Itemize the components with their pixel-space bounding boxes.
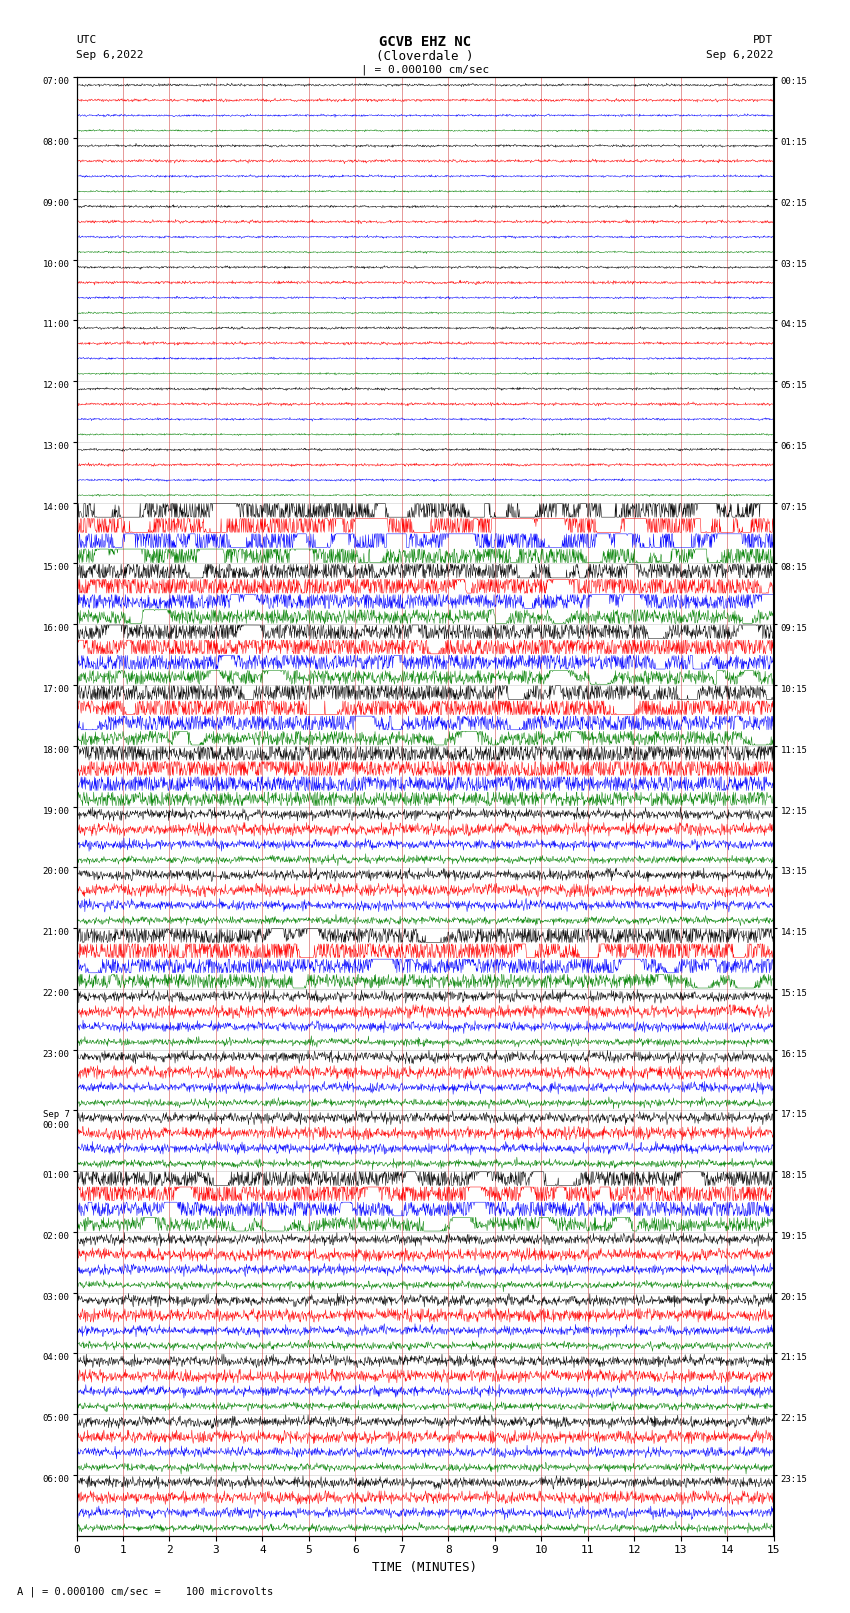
Text: UTC: UTC — [76, 35, 97, 45]
Text: | = 0.000100 cm/sec: | = 0.000100 cm/sec — [361, 65, 489, 76]
Text: A | = 0.000100 cm/sec =    100 microvolts: A | = 0.000100 cm/sec = 100 microvolts — [17, 1586, 273, 1597]
Text: PDT: PDT — [753, 35, 774, 45]
Text: GCVB EHZ NC: GCVB EHZ NC — [379, 35, 471, 50]
Text: Sep 6,2022: Sep 6,2022 — [706, 50, 774, 60]
Text: (Cloverdale ): (Cloverdale ) — [377, 50, 473, 63]
X-axis label: TIME (MINUTES): TIME (MINUTES) — [372, 1561, 478, 1574]
Text: Sep 6,2022: Sep 6,2022 — [76, 50, 144, 60]
